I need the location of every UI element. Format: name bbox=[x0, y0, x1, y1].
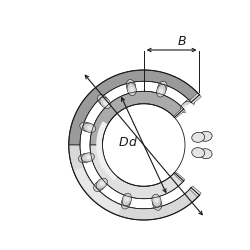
Ellipse shape bbox=[126, 80, 136, 92]
Text: d: d bbox=[128, 136, 136, 149]
Ellipse shape bbox=[152, 198, 162, 210]
Polygon shape bbox=[190, 186, 201, 197]
Ellipse shape bbox=[87, 126, 94, 130]
Ellipse shape bbox=[183, 99, 194, 110]
Polygon shape bbox=[69, 70, 200, 145]
Ellipse shape bbox=[199, 131, 212, 141]
Text: D: D bbox=[119, 136, 129, 149]
Polygon shape bbox=[90, 91, 184, 145]
Circle shape bbox=[102, 104, 185, 186]
Ellipse shape bbox=[124, 198, 128, 205]
Ellipse shape bbox=[84, 125, 90, 130]
Ellipse shape bbox=[154, 196, 158, 203]
Ellipse shape bbox=[152, 194, 161, 207]
Polygon shape bbox=[174, 108, 185, 118]
Ellipse shape bbox=[192, 148, 205, 158]
Polygon shape bbox=[174, 172, 185, 182]
Ellipse shape bbox=[192, 132, 205, 142]
Ellipse shape bbox=[83, 123, 96, 132]
Ellipse shape bbox=[127, 83, 136, 96]
Ellipse shape bbox=[100, 180, 105, 186]
Ellipse shape bbox=[103, 101, 109, 106]
Polygon shape bbox=[96, 121, 108, 169]
Ellipse shape bbox=[160, 85, 164, 92]
Polygon shape bbox=[69, 145, 200, 220]
Ellipse shape bbox=[82, 156, 89, 160]
Polygon shape bbox=[90, 145, 184, 199]
Ellipse shape bbox=[98, 95, 108, 106]
Ellipse shape bbox=[121, 196, 130, 209]
Ellipse shape bbox=[101, 98, 106, 104]
Ellipse shape bbox=[158, 81, 167, 94]
Ellipse shape bbox=[100, 97, 111, 108]
Ellipse shape bbox=[180, 101, 192, 112]
Ellipse shape bbox=[78, 154, 91, 163]
Ellipse shape bbox=[156, 84, 166, 97]
Ellipse shape bbox=[80, 122, 92, 132]
Ellipse shape bbox=[125, 196, 130, 202]
Ellipse shape bbox=[82, 153, 94, 162]
Ellipse shape bbox=[94, 180, 105, 192]
Ellipse shape bbox=[130, 87, 134, 94]
Polygon shape bbox=[74, 167, 122, 214]
Ellipse shape bbox=[199, 149, 212, 159]
Ellipse shape bbox=[86, 155, 92, 160]
Polygon shape bbox=[184, 102, 208, 188]
Ellipse shape bbox=[158, 88, 163, 95]
Ellipse shape bbox=[96, 178, 108, 189]
Ellipse shape bbox=[122, 193, 132, 206]
Ellipse shape bbox=[97, 182, 103, 188]
Ellipse shape bbox=[185, 102, 191, 108]
Ellipse shape bbox=[182, 105, 188, 110]
Ellipse shape bbox=[129, 84, 134, 90]
Polygon shape bbox=[190, 93, 201, 104]
Text: B: B bbox=[177, 34, 186, 48]
Ellipse shape bbox=[155, 200, 159, 206]
Circle shape bbox=[102, 104, 185, 186]
Polygon shape bbox=[98, 145, 117, 180]
